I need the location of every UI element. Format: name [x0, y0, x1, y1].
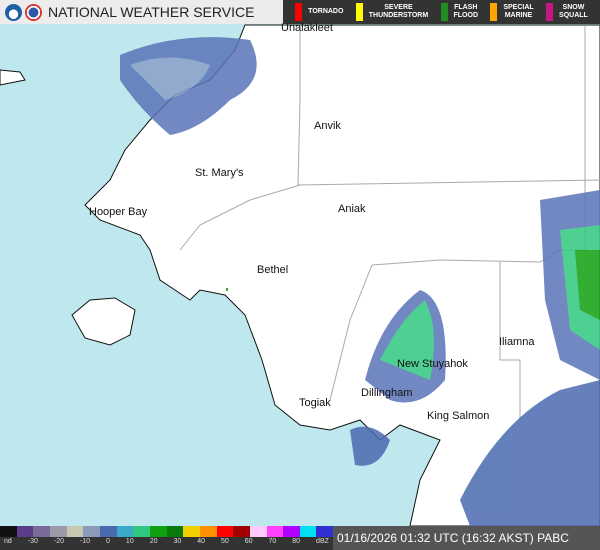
scale-swatch — [133, 526, 150, 537]
scale-tick: 0 — [106, 538, 110, 545]
scale-tick: 60 — [244, 538, 253, 545]
place-label: Dillingham — [361, 387, 413, 399]
warning-label: SEVERE THUNDERSTORM — [368, 4, 429, 19]
scale-swatch — [0, 526, 17, 537]
place-label: Iliamna — [499, 336, 535, 348]
warning-swatch — [295, 3, 303, 21]
scale-tick: 70 — [268, 538, 277, 545]
scale-swatch — [199, 526, 217, 537]
warning-label: TORNADO — [308, 8, 344, 15]
footer: nd -30 -20 -10 0 10 20 30 40 50 60 70 80 dBZ 01/16/20… — [0, 526, 600, 550]
scale-tick: 50 — [220, 538, 229, 545]
radar-echoes — [120, 37, 600, 526]
scale-swatch — [49, 526, 67, 537]
reflectivity-scale: nd -30 -20 -10 0 10 20 30 40 50 60 70 80 dBZ — [0, 526, 334, 550]
scale-swatch — [266, 526, 284, 537]
place-label: New Stuyahok — [397, 358, 468, 370]
scale-tick: 20 — [149, 538, 158, 545]
warning-swatch — [440, 3, 448, 21]
scale-tick: 10 — [125, 538, 134, 545]
brand: NATIONAL WEATHER SERVICE — [0, 0, 283, 24]
nws-logo-icon — [25, 3, 42, 21]
scale-tick: 80 — [292, 538, 301, 545]
warning-item: SPECIAL MARINE — [490, 3, 534, 21]
warning-item: TORNADO — [295, 3, 343, 21]
warning-item: SNOW SQUALL — [546, 3, 588, 21]
scale-tick: nd — [4, 538, 12, 545]
place-label: Aniak — [338, 203, 366, 215]
place-label: St. Mary's — [195, 167, 244, 179]
scale-swatch — [233, 526, 250, 537]
warning-label: SPECIAL MARINE — [503, 4, 534, 19]
place-label: Unalakleet — [281, 22, 333, 34]
scale-tick: 30 — [173, 538, 182, 545]
scale-tick: -30 — [27, 538, 38, 545]
land-nunivak-island — [71, 297, 136, 346]
warning-item: SEVERE THUNDERSTORM — [355, 3, 429, 21]
scale-tick: 40 — [197, 538, 206, 545]
scale-tick: dBZ — [316, 538, 329, 545]
page-title: NATIONAL WEATHER SERVICE — [48, 4, 255, 20]
scale-swatch — [16, 526, 34, 537]
scale-swatch — [299, 526, 317, 537]
scale-swatch — [183, 526, 200, 537]
land-mainland — [84, 24, 600, 527]
place-label: King Salmon — [427, 410, 490, 422]
noaa-logo-icon — [5, 3, 22, 21]
place-label: Bethel — [257, 264, 289, 276]
scale-swatch — [149, 526, 167, 537]
scale-swatch — [33, 526, 50, 537]
warning-label: FLASH FLOOD — [453, 4, 479, 19]
scale-swatch — [99, 526, 117, 537]
scale-swatch — [83, 526, 100, 537]
warning-swatch — [546, 3, 554, 21]
warning-legend: TORNADO SEVERE THUNDERSTORM FLASH FLOOD SPE… — [283, 0, 600, 24]
warning-swatch — [490, 3, 498, 21]
scale-tick: -20 — [53, 538, 64, 545]
scale-swatch — [116, 526, 134, 537]
place-label: Anvik — [314, 120, 341, 132]
place-label: Togiak — [299, 397, 331, 409]
scale-swatch — [166, 526, 184, 537]
land-coast-west — [0, 69, 26, 86]
timestamp: 01/16/2026 01:32 UTC (16:32 AKST) PABC — [333, 526, 600, 550]
scale-swatch — [66, 526, 84, 537]
scale-swatch — [216, 526, 234, 537]
scale-swatch — [283, 526, 300, 537]
scale-tick: -10 — [79, 538, 91, 545]
scale-swatch — [316, 526, 334, 537]
place-label: Hooper Bay — [89, 206, 148, 218]
warning-item: FLASH FLOOD — [440, 3, 479, 21]
warning-label: SNOW SQUALL — [559, 4, 588, 19]
warning-swatch — [355, 3, 363, 21]
header: NATIONAL WEATHER SERVICE TORNADO SEVERE T… — [0, 0, 600, 24]
scale-swatch — [249, 526, 267, 537]
